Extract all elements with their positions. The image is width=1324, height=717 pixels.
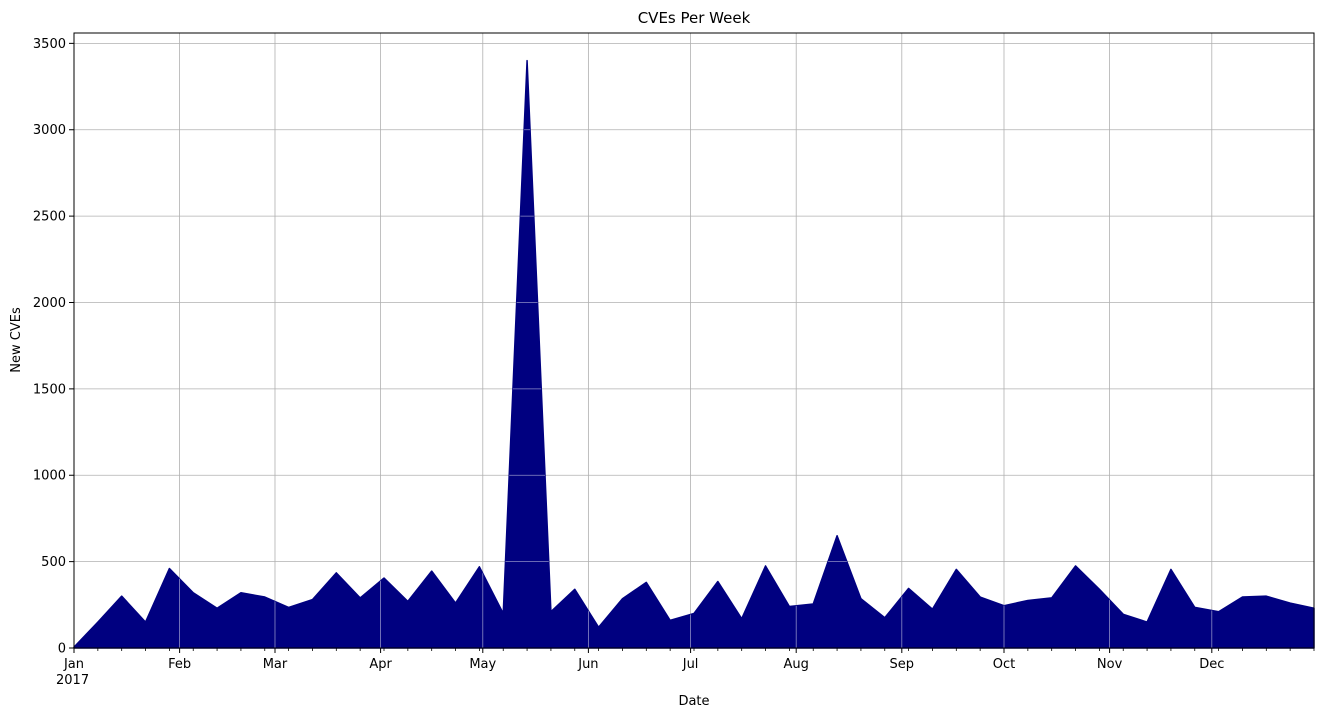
x-tick-label: Sep bbox=[890, 657, 915, 672]
y-tick-label: 500 bbox=[41, 555, 66, 570]
y-tick-label: 1000 bbox=[33, 469, 66, 484]
x-tick-label: Aug bbox=[784, 657, 809, 672]
x-axis-year-label: 2017 bbox=[56, 673, 89, 688]
y-axis-ticks: 0 500 1000 1500 2000 2500 3000 3500 bbox=[33, 37, 74, 657]
y-tick-label: 3000 bbox=[33, 123, 66, 138]
x-axis-label: Date bbox=[678, 694, 709, 709]
x-tick-label: Nov bbox=[1097, 657, 1123, 672]
y-axis-label: New CVEs bbox=[9, 307, 24, 373]
y-tick-label: 2000 bbox=[33, 296, 66, 311]
grid-over-fill bbox=[74, 60, 1314, 649]
x-tick-label: Jan bbox=[63, 657, 84, 672]
x-tick-label: Apr bbox=[369, 657, 392, 672]
y-tick-label: 1500 bbox=[33, 382, 66, 397]
plot-frame bbox=[73, 32, 1315, 649]
x-tick-label: Jul bbox=[682, 657, 699, 672]
gridlines bbox=[73, 33, 1314, 649]
x-axis-ticks: Jan Feb Mar Apr May Jun Jul Aug Sep Oct Nov Dec bbox=[63, 648, 1315, 672]
x-tick-label: Oct bbox=[993, 657, 1015, 672]
y-tick-label: 0 bbox=[58, 642, 66, 657]
x-tick-label: Jun bbox=[577, 657, 598, 672]
y-tick-label: 2500 bbox=[33, 210, 66, 225]
x-tick-label: Mar bbox=[263, 657, 288, 672]
y-tick-label: 3500 bbox=[33, 37, 66, 52]
chart-title: CVEs Per Week bbox=[638, 9, 751, 27]
x-tick-label: Feb bbox=[168, 657, 191, 672]
x-tick-label: Dec bbox=[1199, 657, 1224, 672]
x-tick-label: May bbox=[469, 657, 496, 672]
area-fill bbox=[73, 59, 1315, 649]
